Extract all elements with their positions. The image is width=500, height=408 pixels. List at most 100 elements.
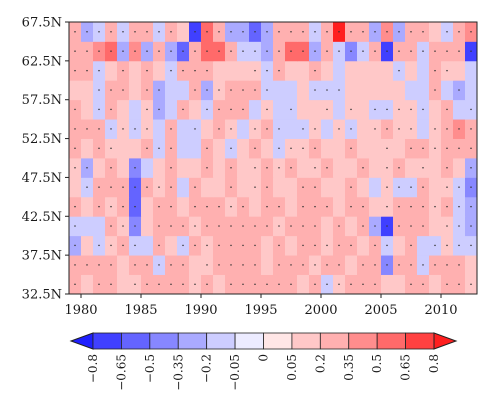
significance-dot bbox=[182, 283, 184, 286]
significance-dot bbox=[386, 108, 388, 111]
heatmap-cell bbox=[237, 138, 250, 159]
significance-dot bbox=[170, 128, 172, 130]
significance-dot bbox=[170, 147, 172, 150]
significance-dot bbox=[170, 50, 172, 52]
heatmap-cell bbox=[429, 158, 442, 178]
significance-dot bbox=[290, 108, 292, 111]
significance-dot bbox=[398, 30, 400, 33]
significance-dot bbox=[254, 225, 256, 227]
colorbar-tick-label: 0.35 bbox=[342, 354, 356, 381]
heatmap-cell bbox=[129, 80, 142, 101]
significance-dot bbox=[146, 147, 148, 150]
significance-dot bbox=[458, 50, 460, 52]
heatmap-cell bbox=[81, 138, 94, 159]
significance-dot bbox=[230, 225, 232, 227]
significance-dot bbox=[422, 264, 424, 266]
significance-dot bbox=[278, 205, 280, 208]
heatmap-cell bbox=[177, 22, 190, 42]
heatmap-cell bbox=[333, 158, 346, 178]
significance-dot bbox=[398, 205, 400, 208]
significance-dot bbox=[398, 264, 400, 266]
heatmap-cell bbox=[213, 274, 226, 295]
heatmap-cell bbox=[201, 177, 214, 198]
significance-dot bbox=[254, 30, 256, 33]
significance-dot bbox=[206, 89, 208, 91]
significance-dot bbox=[158, 244, 160, 247]
heatmap-cell bbox=[141, 235, 154, 256]
heatmap-cell bbox=[333, 196, 346, 217]
significance-dot bbox=[74, 244, 76, 247]
significance-dot bbox=[122, 50, 124, 52]
significance-dot bbox=[170, 264, 172, 266]
heatmap-cell bbox=[345, 158, 358, 178]
significance-dot bbox=[194, 69, 196, 72]
significance-dot bbox=[314, 166, 316, 169]
significance-dot bbox=[434, 264, 436, 266]
heatmap-cell bbox=[417, 60, 430, 81]
significance-dot bbox=[314, 283, 316, 286]
significance-dot bbox=[470, 244, 472, 247]
colorbar-tick-label: 0.65 bbox=[399, 354, 413, 381]
significance-dots bbox=[74, 30, 472, 286]
heatmap-cell bbox=[465, 80, 478, 101]
heatmap-cell bbox=[117, 274, 130, 295]
heatmap-cell bbox=[249, 196, 262, 217]
significance-dot bbox=[290, 166, 292, 169]
x-tick-label: 2010 bbox=[424, 303, 457, 318]
significance-dot bbox=[170, 283, 172, 286]
significance-dot bbox=[410, 108, 412, 111]
heatmap-cell bbox=[465, 60, 478, 81]
heatmap-cell bbox=[105, 60, 118, 81]
significance-dot bbox=[254, 147, 256, 150]
significance-dot bbox=[122, 225, 124, 227]
heatmap-cell bbox=[261, 138, 274, 159]
significance-dot bbox=[278, 147, 280, 150]
significance-dot bbox=[134, 50, 136, 52]
significance-dot bbox=[386, 225, 388, 227]
heatmap-cell bbox=[81, 99, 94, 120]
significance-dot bbox=[98, 128, 100, 130]
significance-dot bbox=[110, 166, 112, 169]
significance-dot bbox=[374, 108, 376, 111]
significance-dot bbox=[110, 225, 112, 227]
significance-dot bbox=[110, 283, 112, 286]
significance-dot bbox=[362, 166, 364, 169]
significance-dot bbox=[158, 147, 160, 150]
significance-dot bbox=[338, 225, 340, 227]
significance-dot bbox=[434, 244, 436, 247]
heatmap-cell bbox=[117, 138, 130, 159]
heatmap-cell bbox=[213, 138, 226, 159]
significance-dot bbox=[434, 147, 436, 150]
significance-dot bbox=[194, 89, 196, 91]
colorbar-segment bbox=[121, 332, 151, 350]
significance-dot bbox=[206, 108, 208, 111]
significance-dot bbox=[74, 108, 76, 111]
significance-dot bbox=[326, 166, 328, 169]
significance-dot bbox=[314, 264, 316, 266]
colorbar-tick-label: 0.8 bbox=[427, 354, 441, 373]
heatmap-cell bbox=[333, 60, 346, 81]
y-tick-label: 42.5N bbox=[22, 210, 62, 225]
significance-dot bbox=[446, 69, 448, 72]
colorbar-tick-label: −0.5 bbox=[143, 354, 157, 383]
significance-dot bbox=[266, 108, 268, 111]
significance-dot bbox=[458, 264, 460, 266]
heatmap-cell bbox=[177, 119, 190, 139]
significance-dot bbox=[110, 244, 112, 247]
heatmap-cell bbox=[213, 177, 226, 198]
significance-dot bbox=[386, 50, 388, 52]
significance-dot bbox=[158, 264, 160, 266]
significance-dot bbox=[326, 30, 328, 33]
significance-dot bbox=[206, 264, 208, 266]
heatmap-cell bbox=[273, 80, 286, 101]
significance-dot bbox=[170, 69, 172, 72]
significance-dot bbox=[446, 244, 448, 247]
heatmap-cell bbox=[393, 274, 406, 295]
significance-dot bbox=[350, 244, 352, 247]
significance-dot bbox=[134, 283, 136, 286]
significance-dot bbox=[278, 50, 280, 52]
significance-dot bbox=[422, 225, 424, 227]
significance-dot bbox=[230, 108, 232, 111]
colorbar-segment bbox=[291, 332, 321, 350]
